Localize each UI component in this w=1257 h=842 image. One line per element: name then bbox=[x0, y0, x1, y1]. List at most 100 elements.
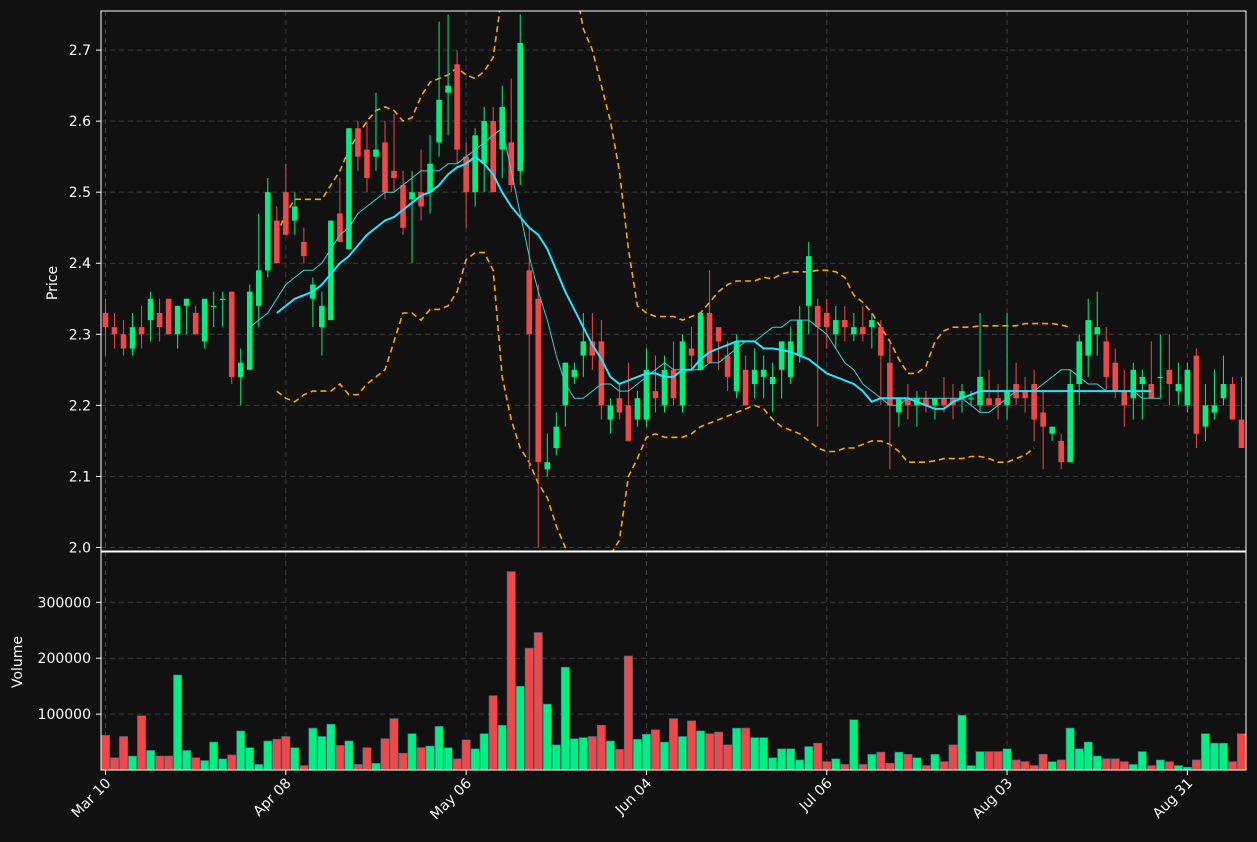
volume-bar bbox=[669, 718, 678, 771]
lower-band-line bbox=[276, 251, 1035, 551]
candle-body bbox=[787, 341, 794, 377]
candle-body bbox=[769, 376, 776, 385]
volume-bar bbox=[1219, 742, 1228, 771]
price-panel-frame bbox=[100, 10, 1247, 552]
candle-body bbox=[589, 341, 596, 356]
candle-body bbox=[724, 355, 731, 377]
candle-body bbox=[634, 398, 641, 420]
candle-body bbox=[995, 398, 1001, 406]
volume-bar bbox=[948, 744, 958, 771]
candle-body bbox=[851, 327, 857, 335]
volume-bar bbox=[714, 731, 724, 771]
volume-bar bbox=[371, 762, 381, 771]
volume-bar bbox=[894, 751, 904, 771]
candle-body bbox=[102, 312, 109, 328]
volume-bar bbox=[1237, 733, 1246, 771]
candle-body bbox=[237, 362, 244, 377]
price-tick-label: 2.7 bbox=[69, 43, 91, 59]
candle-body bbox=[923, 398, 929, 406]
volume-bar bbox=[317, 736, 327, 771]
volume-bar bbox=[1002, 748, 1012, 771]
volume-bar bbox=[344, 740, 354, 771]
candle-body bbox=[1184, 369, 1191, 406]
volume-bar bbox=[353, 764, 363, 771]
volume-bar bbox=[488, 695, 498, 771]
candles bbox=[102, 14, 1245, 548]
volume-bar bbox=[173, 674, 183, 771]
volume-bar bbox=[975, 751, 985, 771]
candle-body bbox=[517, 42, 524, 171]
candle-body bbox=[607, 405, 614, 420]
volume-bar bbox=[596, 724, 606, 771]
volume-bar bbox=[732, 727, 742, 771]
candle-body bbox=[553, 426, 560, 448]
candle-body bbox=[1166, 369, 1173, 385]
candle-body bbox=[111, 327, 118, 335]
volume-tick-label: 300000 bbox=[38, 595, 91, 611]
candle-body bbox=[490, 121, 496, 193]
candle-body bbox=[1112, 362, 1119, 392]
candle-body bbox=[364, 149, 370, 178]
volume-bar bbox=[506, 571, 516, 771]
price-tick-label: 2.4 bbox=[69, 256, 91, 272]
candle-body bbox=[598, 341, 605, 406]
price-tick-label: 2.1 bbox=[69, 469, 91, 485]
volume-bar bbox=[687, 720, 696, 771]
candle-body bbox=[355, 128, 361, 157]
volume-bar bbox=[272, 738, 282, 771]
volume-bar bbox=[858, 764, 868, 771]
volume-bar bbox=[218, 758, 228, 771]
volume-bar bbox=[813, 742, 823, 771]
volume-bar bbox=[515, 685, 525, 771]
candle-body bbox=[869, 320, 875, 328]
volume-bar bbox=[777, 748, 787, 771]
candle-body bbox=[571, 369, 578, 377]
candle-body bbox=[1211, 405, 1218, 413]
candle-body bbox=[174, 305, 181, 335]
volume-tick-label: 100000 bbox=[38, 707, 91, 723]
volume-bar bbox=[299, 765, 309, 771]
volume-bar bbox=[1128, 764, 1138, 771]
candle-body bbox=[382, 142, 388, 193]
volume-bar bbox=[1155, 759, 1165, 771]
candle-body bbox=[1202, 405, 1209, 427]
volume-bar bbox=[434, 726, 444, 771]
volume-bar bbox=[1173, 765, 1183, 771]
volume-bar bbox=[1110, 758, 1120, 771]
candle-body bbox=[742, 369, 749, 406]
volume-bar bbox=[578, 737, 588, 771]
volume-bar bbox=[308, 727, 318, 771]
volume-bar bbox=[984, 751, 994, 771]
candle-body bbox=[842, 320, 848, 328]
volume-axis-label: Volume bbox=[10, 636, 26, 688]
volume-bar bbox=[1092, 755, 1102, 771]
candle-body bbox=[616, 398, 623, 413]
candle-body bbox=[472, 135, 478, 193]
candle-body bbox=[391, 170, 397, 178]
candle-body bbox=[436, 99, 442, 143]
volume-bar bbox=[705, 733, 715, 771]
volume-bar bbox=[362, 747, 372, 771]
volume-bar bbox=[326, 723, 336, 771]
volume-bar bbox=[497, 724, 507, 771]
volume-bar bbox=[885, 762, 895, 771]
volume-bar bbox=[696, 730, 705, 771]
volume-bar bbox=[741, 727, 751, 771]
volume-bar bbox=[524, 647, 534, 771]
candle-body bbox=[418, 192, 424, 207]
volume-bar bbox=[290, 747, 300, 771]
candle-body bbox=[165, 298, 172, 335]
volume-bar bbox=[1191, 759, 1201, 771]
volume-y-tick-labels: 100000 200000 300000 bbox=[38, 595, 101, 723]
volume-bar bbox=[1164, 761, 1174, 771]
candle-body bbox=[643, 369, 650, 420]
candle-body bbox=[1085, 320, 1092, 356]
candle-body bbox=[751, 369, 758, 385]
volume-bar bbox=[587, 736, 597, 771]
candle-body bbox=[1031, 384, 1037, 420]
candle-body bbox=[508, 142, 515, 186]
candle-body bbox=[535, 298, 542, 463]
volume-bar bbox=[128, 755, 138, 771]
volume-bar bbox=[1011, 759, 1021, 771]
